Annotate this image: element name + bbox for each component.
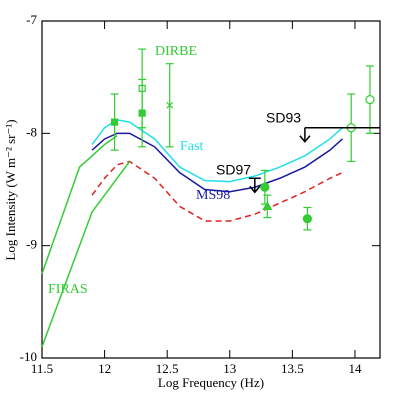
x-axis-label: Log Frequency (Hz) — [158, 375, 264, 390]
data-point — [110, 93, 119, 151]
y-tick-label: -8 — [26, 124, 37, 139]
annotation: DIRBE — [155, 44, 197, 59]
data-point — [260, 169, 270, 205]
x-tick-label: 11.5 — [31, 361, 53, 376]
annotation: FIRAS — [48, 282, 88, 297]
data-point — [165, 63, 174, 148]
upper-limit — [299, 126, 380, 143]
x-tick-label: 13.5 — [281, 361, 304, 376]
y-tick-label: -9 — [26, 237, 37, 252]
y-tick-label: -7 — [26, 12, 37, 27]
data-point — [302, 206, 312, 231]
data-point — [138, 78, 147, 148]
data-point — [262, 194, 273, 219]
annotation: MS98 — [196, 188, 230, 203]
line — [41, 160, 131, 348]
y-axis-label: Log Intensity (W m⁻² sr⁻¹) — [3, 119, 18, 260]
x-tick-label: 12 — [98, 361, 111, 376]
upper-limit — [248, 177, 261, 194]
annotation: SD93 — [266, 110, 301, 126]
x-tick-label: 14 — [348, 361, 362, 376]
annotation: SD97 — [216, 162, 251, 178]
line — [91, 132, 343, 193]
data-point — [365, 65, 375, 134]
annotation: Fast — [180, 139, 203, 154]
line — [41, 134, 118, 274]
line — [91, 160, 343, 222]
x-tick-label: 12.5 — [156, 361, 179, 376]
y-tick-label: -10 — [20, 349, 37, 364]
plot-frame — [41, 20, 381, 359]
x-tick-label: 13 — [223, 361, 236, 376]
